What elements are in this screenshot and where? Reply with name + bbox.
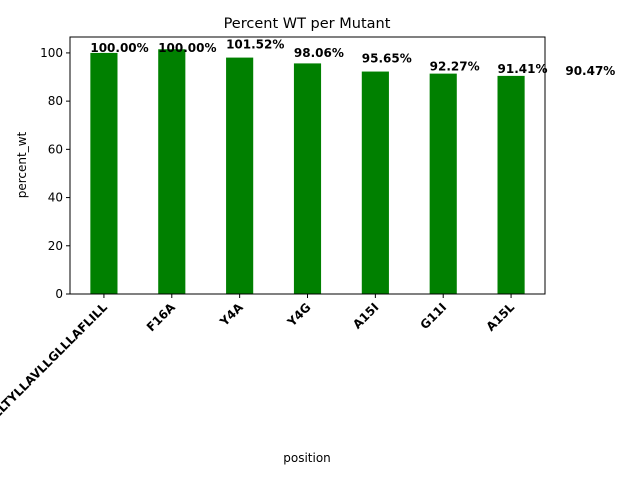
y-tick-label: 20 bbox=[48, 239, 63, 253]
y-tick-label: 100 bbox=[40, 46, 63, 60]
y-tick-label: 40 bbox=[48, 191, 63, 205]
x-tick-label: LLLTYLLAVLLGLLLAFLILL bbox=[0, 300, 110, 426]
bar bbox=[293, 63, 322, 294]
plot-frame bbox=[69, 36, 546, 295]
y-tick-label: 0 bbox=[55, 287, 63, 301]
x-tick-label: A15I bbox=[350, 300, 381, 331]
value-label: 100.00% bbox=[158, 41, 216, 55]
bar bbox=[226, 57, 254, 295]
x-tick-label: Y4G bbox=[284, 300, 314, 330]
value-label: 90.47% bbox=[565, 64, 615, 78]
chart-title: Percent WT per Mutant bbox=[224, 16, 391, 32]
x-tick-label: F16A bbox=[144, 300, 179, 335]
x-tick-label: Y4A bbox=[217, 300, 247, 330]
bar bbox=[158, 49, 186, 294]
value-label: 100.00% bbox=[90, 41, 148, 55]
bar bbox=[361, 71, 389, 294]
value-label: 101.52% bbox=[226, 37, 284, 51]
value-label: 92.27% bbox=[430, 60, 480, 74]
y-tick-label: 60 bbox=[48, 142, 63, 156]
bar bbox=[90, 52, 118, 294]
bar bbox=[497, 75, 525, 295]
x-tick-label: G11I bbox=[418, 300, 450, 332]
bar bbox=[429, 73, 457, 294]
y-axis-label: percent_wt bbox=[15, 131, 29, 198]
y-tick-label: 80 bbox=[48, 94, 63, 108]
value-label: 98.06% bbox=[294, 46, 344, 60]
value-label: 91.41% bbox=[498, 62, 548, 76]
value-label: 95.65% bbox=[362, 52, 412, 66]
x-tick-label: A15L bbox=[484, 300, 518, 334]
x-axis-label: position bbox=[283, 451, 331, 465]
